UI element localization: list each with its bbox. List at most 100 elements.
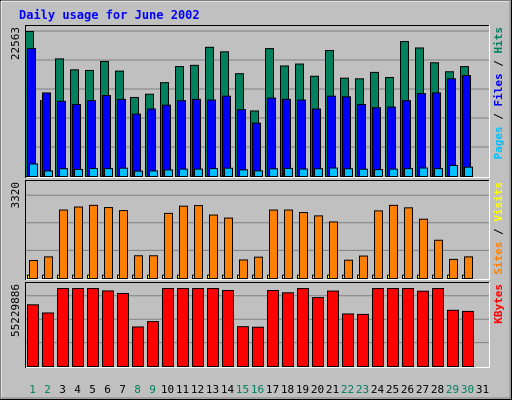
series-sites (29, 204, 473, 280)
legend-entry: Hits (492, 27, 505, 54)
bar-kbytes-day-2 (42, 312, 54, 368)
bar-sites-day-12 (194, 205, 203, 279)
bar-sites-day-27 (419, 218, 428, 279)
bar-files-day-3 (57, 100, 66, 177)
bar-pages-day-28 (434, 168, 443, 177)
legend-entry: / (492, 107, 505, 127)
bar-sites-day-9 (149, 255, 158, 280)
day-label-2: 2 (44, 383, 51, 396)
day-label-6: 6 (104, 383, 111, 396)
bar-pages-day-13 (209, 168, 218, 177)
day-label-11: 11 (176, 383, 189, 396)
bar-kbytes-day-15 (237, 326, 249, 367)
bar-pages-day-15 (239, 169, 248, 177)
y-max-label: 22563 (9, 27, 22, 60)
bar-sites-day-4 (74, 206, 83, 279)
bar-pages-day-11 (179, 168, 188, 177)
bar-kbytes-day-23 (357, 313, 369, 368)
bar-kbytes-day-19 (297, 288, 309, 367)
bar-files-day-10 (162, 104, 171, 177)
bar-files-day-25 (387, 106, 396, 177)
day-label-26: 26 (401, 383, 414, 396)
bar-pages-day-18 (284, 167, 293, 178)
bar-kbytes-day-5 (87, 288, 99, 367)
legend-entry: / (492, 222, 505, 242)
bar-files-day-7 (117, 98, 126, 177)
bar-sites-day-28 (434, 239, 443, 279)
bar-pages-day-22 (344, 168, 353, 178)
bar-pages-day-27 (419, 167, 428, 178)
bar-pages-day-4 (74, 168, 83, 178)
bar-pages-day-8 (134, 170, 143, 177)
bar-files-day-23 (357, 104, 366, 177)
bar-pages-day-1 (29, 163, 38, 177)
bar-kbytes-day-6 (102, 290, 114, 367)
bar-pages-day-24 (374, 169, 383, 178)
bar-files-day-19 (297, 99, 306, 177)
day-label-31: 31 (476, 383, 489, 396)
day-label-12: 12 (191, 383, 204, 396)
bar-kbytes-day-26 (402, 288, 414, 367)
bar-sites-day-10 (164, 212, 173, 279)
day-label-14: 14 (221, 383, 235, 396)
day-label-17: 17 (266, 383, 279, 396)
day-label-28: 28 (431, 383, 444, 396)
bar-files-day-18 (282, 98, 291, 177)
bar-pages-day-26 (404, 168, 413, 177)
bar-files-day-12 (192, 98, 201, 177)
chart-panels: 22563 Pages / Files / Hits 3320 Sites / Vis… (9, 25, 505, 368)
day-label-16: 16 (251, 383, 264, 396)
bar-sites-day-17 (269, 209, 278, 279)
day-label-25: 25 (386, 383, 399, 396)
day-label-7: 7 (119, 383, 126, 396)
day-label-4: 4 (74, 383, 81, 396)
panel-legend: Pages / Files / Hits (492, 27, 505, 160)
bar-kbytes-day-4 (72, 288, 84, 367)
bar-pages-day-3 (59, 168, 68, 177)
bar-kbytes-day-22 (342, 313, 354, 367)
bar-sites-day-3 (59, 209, 68, 279)
bar-sites-day-19 (299, 212, 308, 279)
bar-kbytes-day-21 (327, 290, 339, 367)
day-label-18: 18 (281, 383, 294, 396)
panel-visits-sites: 3320 Sites / Visits (9, 180, 505, 280)
day-label-23: 23 (356, 383, 369, 396)
day-label-10: 10 (161, 383, 174, 396)
bar-pages-day-16 (254, 170, 263, 178)
day-label-22: 22 (341, 383, 354, 396)
panel-legend: KBytes (492, 284, 505, 324)
day-label-5: 5 (89, 383, 96, 396)
bar-files-day-8 (132, 113, 141, 177)
bar-files-day-13 (207, 99, 216, 177)
day-label-3: 3 (59, 383, 66, 396)
bar-sites-day-24 (374, 210, 383, 279)
bar-sites-day-26 (404, 207, 413, 280)
bar-sites-day-16 (254, 256, 263, 280)
bar-kbytes-day-12 (192, 288, 204, 367)
day-label-24: 24 (371, 383, 385, 396)
bar-sites-day-21 (329, 221, 338, 279)
bar-sites-day-2 (44, 256, 53, 279)
bar-files-day-16 (252, 122, 261, 177)
bar-kbytes-day-8 (132, 326, 144, 368)
bar-sites-day-25 (389, 204, 398, 279)
legend-entry: Sites (492, 242, 505, 275)
bar-kbytes-day-28 (432, 288, 444, 367)
bar-pages-day-10 (164, 169, 173, 177)
series-kbytes (27, 288, 474, 368)
bar-kbytes-day-13 (207, 288, 219, 367)
bar-files-day-28 (432, 92, 441, 177)
bar-kbytes-day-3 (57, 288, 69, 367)
bar-kbytes-day-14 (222, 290, 234, 368)
day-label-20: 20 (311, 383, 324, 396)
bar-kbytes-day-20 (312, 297, 324, 367)
bar-sites-day-13 (209, 214, 218, 280)
bar-sites-day-1 (29, 259, 38, 279)
bar-kbytes-day-11 (177, 288, 189, 367)
bar-sites-day-18 (284, 209, 293, 279)
bar-files-day-2 (42, 92, 51, 177)
bar-sites-day-15 (239, 259, 248, 280)
y-max-label: 55229886 (9, 284, 22, 337)
bar-pages-day-29 (449, 164, 458, 177)
